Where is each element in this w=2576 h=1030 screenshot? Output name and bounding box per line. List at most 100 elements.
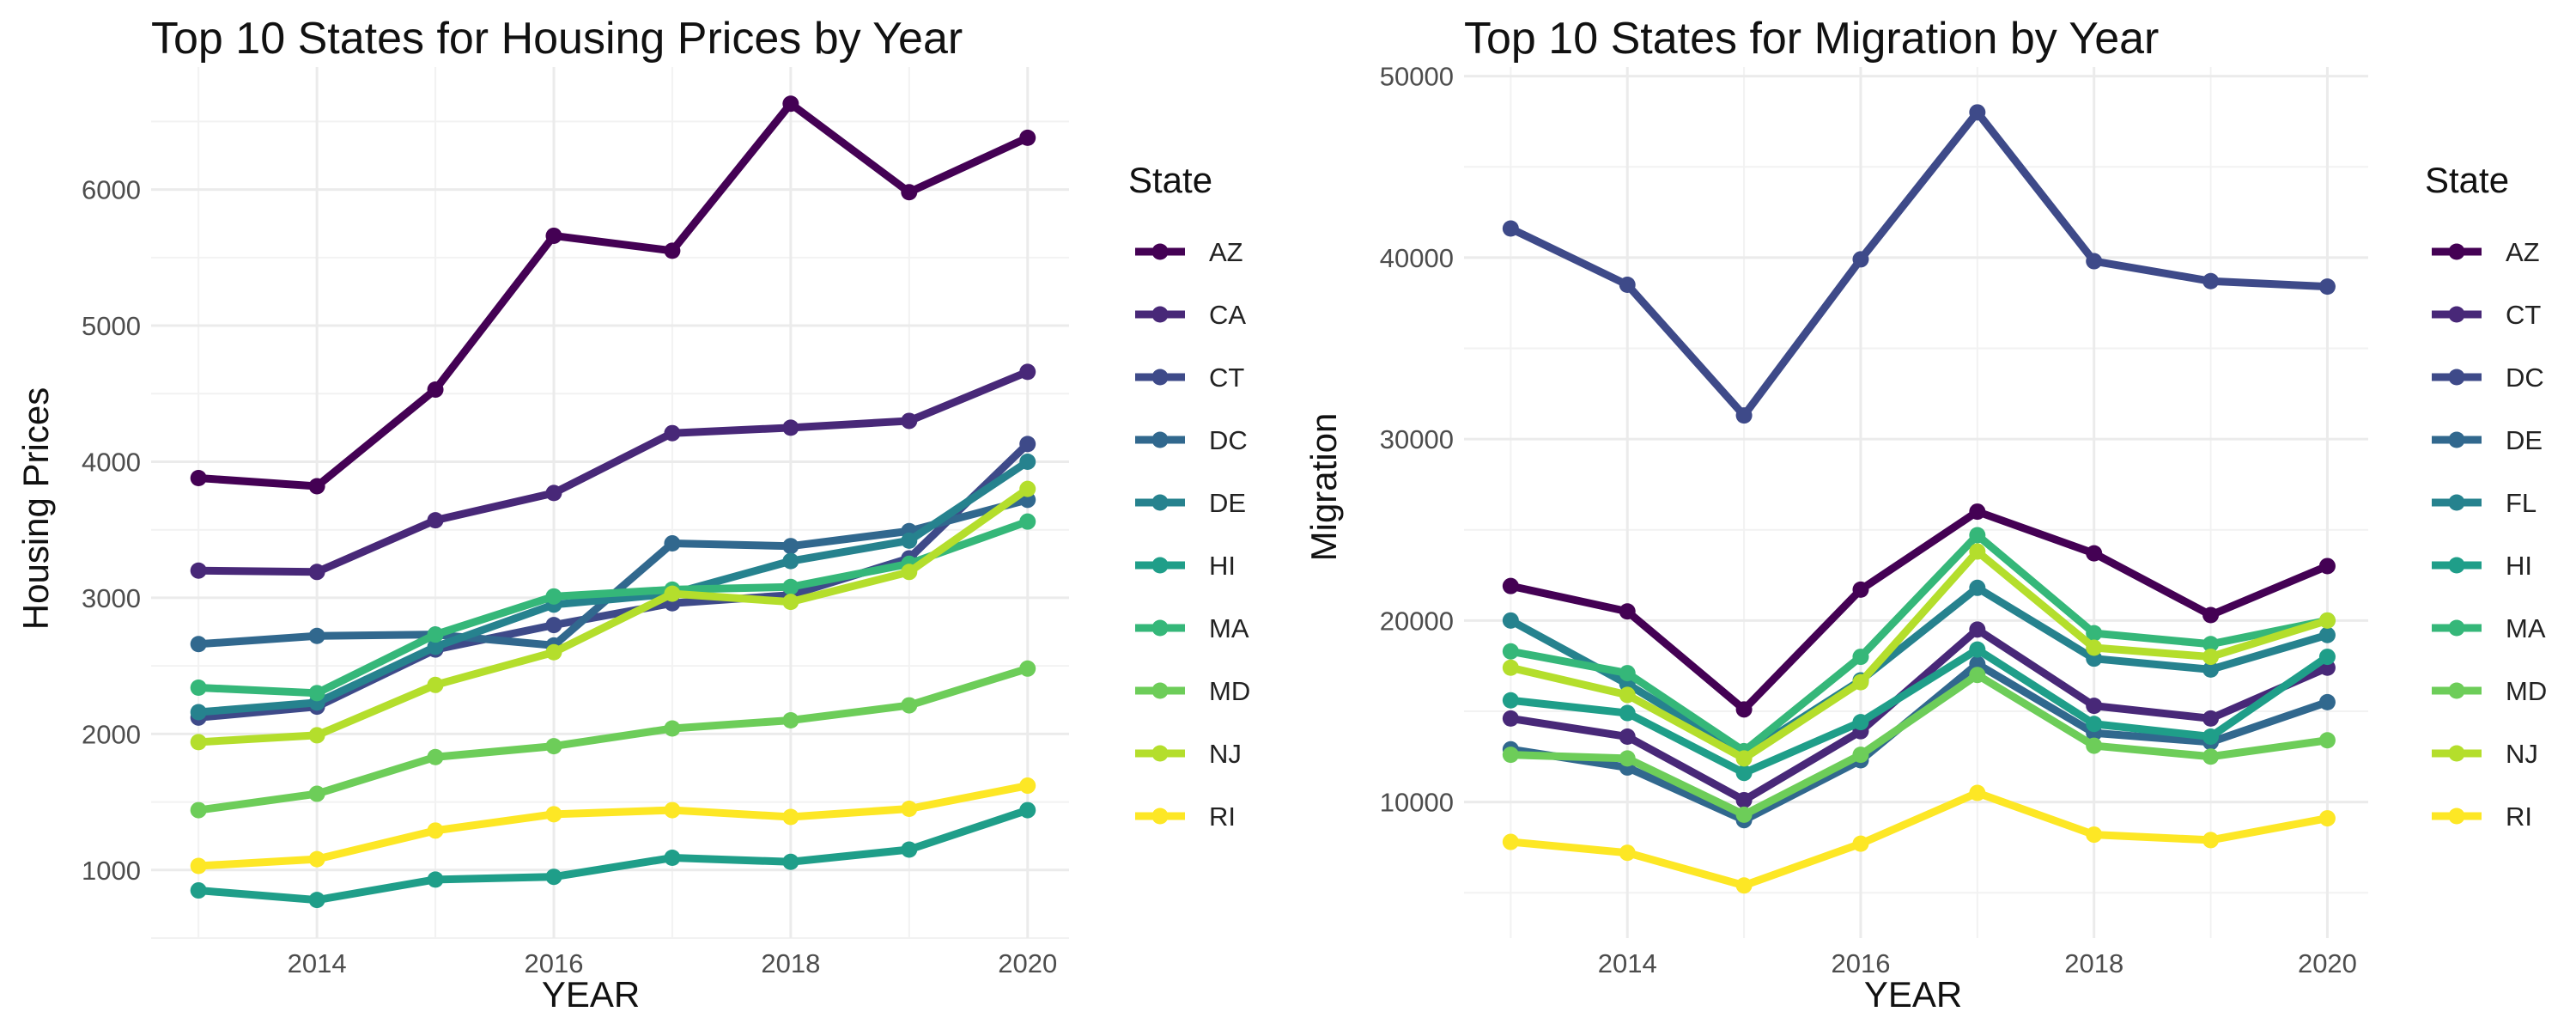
legend-item-az: AZ <box>1135 237 1243 267</box>
data-point <box>427 748 444 765</box>
series-az <box>1502 503 2336 718</box>
data-point <box>1619 750 1636 767</box>
data-point <box>2086 253 2103 270</box>
data-point <box>190 562 207 579</box>
data-point <box>1019 801 1036 819</box>
legend-items: AZ CT DC DE FL HI MA MD NJ RI <box>2432 237 2547 832</box>
series-az <box>190 95 1036 495</box>
data-point <box>2086 545 2103 562</box>
data-point <box>1019 453 1036 470</box>
data-point <box>1619 665 1636 682</box>
legend-item-ri: RI <box>1135 801 1236 832</box>
data-point <box>190 734 207 751</box>
data-point <box>1019 436 1036 453</box>
x-tick-label: 2018 <box>761 948 820 978</box>
data-point <box>545 617 562 634</box>
data-point <box>1735 791 1753 808</box>
legend-label: MD <box>1209 676 1250 706</box>
data-point <box>545 588 562 605</box>
data-point <box>1969 527 1986 544</box>
legend-label: DE <box>2506 425 2543 455</box>
y-tick-labels: 10000 20000 30000 40000 50000 <box>1380 62 1454 818</box>
series-line <box>194 485 1032 747</box>
data-point <box>1969 641 1986 658</box>
data-point <box>1735 701 1753 718</box>
series-line <box>194 664 1032 814</box>
migration-chart: Top 10 States for Migration by Year 1000… <box>1303 14 2547 1015</box>
data-point <box>2202 748 2220 765</box>
data-point <box>2086 826 2103 844</box>
legend-item-ct: CT <box>1135 363 1244 393</box>
legend-title: State <box>1128 160 1212 200</box>
data-point <box>901 412 918 430</box>
data-point <box>1619 704 1636 722</box>
legend-label: AZ <box>2506 237 2540 267</box>
data-point <box>664 424 681 442</box>
data-point <box>1969 104 1986 121</box>
data-point <box>782 712 799 728</box>
x-tick-labels: 2014 2016 2018 2020 <box>288 948 1058 978</box>
data-point <box>1619 844 1636 862</box>
data-point <box>1619 728 1636 746</box>
data-point <box>782 578 799 595</box>
data-point <box>664 720 681 737</box>
data-point <box>901 532 918 549</box>
legend-key-point <box>2448 431 2465 448</box>
series-md <box>1502 667 2336 823</box>
legend-item-md: MD <box>1135 676 1250 706</box>
data-point <box>427 626 444 643</box>
y-tick-label: 3000 <box>82 583 141 613</box>
data-point <box>2318 649 2336 666</box>
x-tick-label: 2016 <box>1831 948 1890 978</box>
data-point <box>2202 606 2220 624</box>
data-point <box>308 892 325 909</box>
data-point <box>545 643 562 661</box>
data-point <box>1619 277 1636 293</box>
data-point <box>1735 765 1753 782</box>
legend-key-point <box>1151 808 1169 825</box>
data-point <box>1502 692 1519 709</box>
data-point <box>308 478 325 495</box>
legend-key-point <box>2448 745 2465 762</box>
data-point <box>2086 698 2103 715</box>
legend-item-nj: NJ <box>1135 739 1242 769</box>
data-point <box>2202 272 2220 289</box>
legend-key-point <box>2448 306 2465 323</box>
y-tick-labels: 1000 2000 3000 4000 5000 6000 <box>82 175 141 886</box>
data-point <box>427 381 444 398</box>
data-point <box>901 841 918 858</box>
data-point <box>427 638 444 655</box>
series-dc <box>1502 104 2336 424</box>
legend-item-az: AZ <box>2432 237 2540 267</box>
series-line <box>1506 625 2331 804</box>
data-point <box>664 535 681 552</box>
legend-items: AZ CA CT DC DE HI MA MD NJ RI <box>1135 237 1250 832</box>
gridlines <box>1464 67 2368 938</box>
legend-key-point <box>2448 243 2465 260</box>
series-nj <box>1502 543 2336 767</box>
legend-label: NJ <box>2506 739 2538 769</box>
data-point <box>782 594 799 611</box>
legend-item-de: DE <box>1135 488 1246 518</box>
data-point <box>782 552 799 570</box>
data-point <box>427 512 444 529</box>
data-point <box>1502 220 1519 237</box>
data-point <box>2318 693 2336 710</box>
y-tick-label: 6000 <box>82 175 141 205</box>
legend-key-point <box>1151 306 1169 323</box>
series-line <box>194 517 1032 698</box>
legend-item-ma: MA <box>2432 613 2546 643</box>
housing-prices-chart: Top 10 States for Housing Prices by Year… <box>15 14 1250 1015</box>
data-point <box>190 857 207 875</box>
legend-key-point <box>1151 369 1169 386</box>
series-hi <box>190 801 1036 909</box>
legend-label: DC <box>2506 363 2544 393</box>
data-point <box>308 685 325 702</box>
series-line <box>194 457 1032 716</box>
data-point <box>1502 577 1519 594</box>
series-line <box>1506 789 2331 890</box>
data-point <box>1019 660 1036 677</box>
series-line <box>194 806 1032 905</box>
legend-label: RI <box>2506 801 2532 832</box>
